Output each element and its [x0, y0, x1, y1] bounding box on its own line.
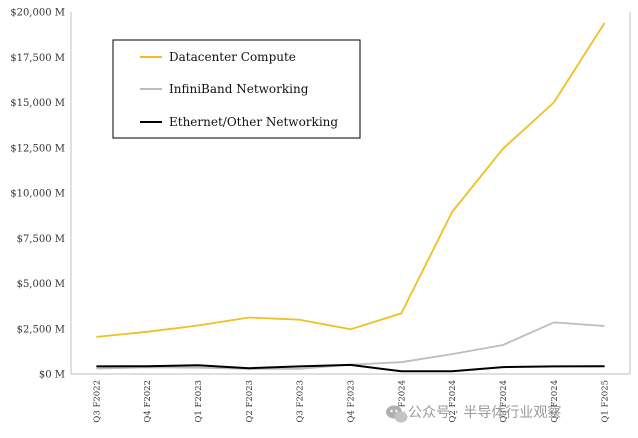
axes — [70, 12, 631, 375]
x-tick-label: Q2 F2024 — [448, 380, 458, 423]
x-tick-label: Q3 F2023 — [296, 380, 306, 423]
y-tick-label: $5,000 M — [17, 279, 65, 290]
x-tick-labels: Q3 F2022 Q4 F2022 Q1 F2023 Q2 F2023 Q3 F2023… — [92, 380, 610, 423]
y-tick-label: $0 M — [39, 370, 65, 381]
x-tick-label: Q1 F2023 — [194, 380, 204, 423]
x-tick-label: Q2 F2023 — [245, 380, 255, 423]
x-tick-label: Q4 F2022 — [143, 380, 153, 423]
watermark-text: 公众号 · 半导体行业观察 — [408, 404, 561, 421]
y-tick-label: $10,000 M — [10, 189, 65, 200]
legend-label: Ethernet/Other Networking — [169, 115, 338, 129]
y-tick-label: $2,500 M — [17, 324, 65, 335]
y-tick-label: $12,500 M — [10, 143, 65, 154]
y-tick-label: $7,500 M — [17, 234, 65, 245]
x-tick-label: Q3 F2024 — [499, 380, 509, 423]
x-tick-label: Q4 F2023 — [347, 380, 357, 423]
series-line-3 — [96, 363, 605, 373]
y-tick-label: $17,500 M — [10, 53, 65, 64]
watermark: 公众号 · 半导体行业观察 — [386, 404, 561, 423]
wechat-icon — [386, 405, 408, 423]
y-tick-label: $20,000 M — [10, 8, 65, 19]
y-tick-label: $15,000 M — [10, 98, 65, 109]
legend: Datacenter Compute InfiniBand Networking E… — [112, 39, 361, 139]
x-tick-label: Q1 F2024 — [397, 380, 407, 423]
series-line-1 — [96, 22, 606, 338]
x-tick-label: Q3 F2022 — [92, 380, 102, 423]
legend-label: Datacenter Compute — [169, 50, 296, 64]
y-tick-labels: $0 M $2,500 M $5,000 M $7,500 M $10,000 M $12… — [10, 8, 65, 381]
x-tick-label: Q4 F2024 — [550, 380, 560, 423]
legend-label: InfiniBand Networking — [169, 82, 309, 96]
x-tick-label: Q1 F2025 — [601, 380, 611, 423]
series-lines — [96, 22, 606, 373]
